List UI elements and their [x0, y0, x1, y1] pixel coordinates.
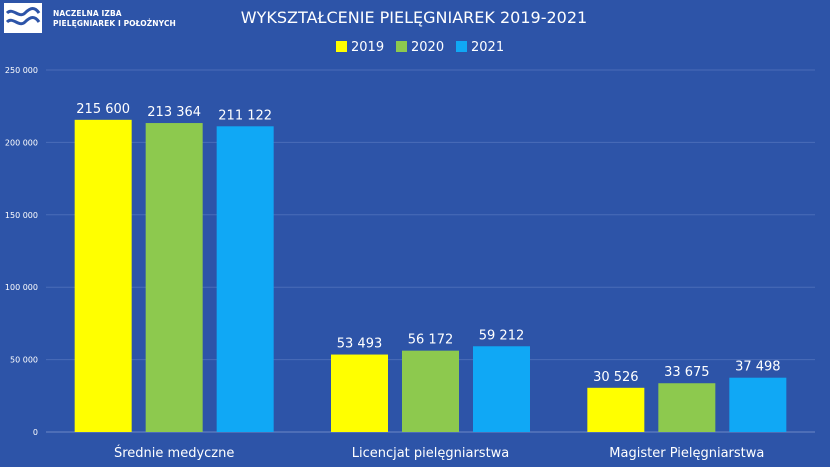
data-label-2020-2: 56 172	[408, 333, 454, 348]
data-label-2021-1: 211 122	[218, 108, 272, 123]
legend: 2019 2020 2021	[336, 40, 504, 55]
chart-title: WYKSZTAŁCENIE PIELĘGNIAREK 2019-2021	[241, 8, 587, 27]
category-label: Licencjat pielęgniarstwa	[352, 446, 510, 461]
legend-swatch-2020	[396, 41, 407, 52]
bar-2020-2	[402, 350, 459, 432]
data-label-2021-3: 37 498	[735, 360, 781, 375]
data-label-2021-2: 59 212	[479, 328, 525, 343]
y-tick-label: 250 000	[5, 66, 38, 75]
bar-2019-3	[587, 387, 645, 432]
bar-2021-3	[729, 377, 787, 432]
data-label-2019-2: 53 493	[337, 337, 383, 352]
logo: NACZELNA IZBA PIELĘGNIAREK I POŁOŻNYCH	[0, 0, 210, 40]
legend-label-2020: 2020	[411, 40, 444, 55]
y-tick-label: 150 000	[5, 211, 38, 220]
bar-2021-2	[473, 346, 530, 432]
bar-2019-2	[331, 354, 388, 432]
wave-logo-icon	[4, 3, 42, 33]
bar-2019-1	[74, 119, 132, 432]
y-tick-label: 50 000	[10, 356, 38, 365]
bar-2020-1	[145, 123, 203, 433]
organization-name-line-2: PIELĘGNIAREK I POŁOŻNYCH	[53, 19, 176, 28]
data-label-2019-3: 30 526	[593, 370, 639, 385]
category-label: Średnie medyczne	[114, 445, 234, 461]
y-axis-ticks: 0 50 000 100 000 150 000 200 000 250 000	[5, 66, 38, 437]
legend-swatch-2019	[336, 41, 347, 52]
bars	[74, 119, 787, 433]
data-label-2019-1: 215 600	[76, 102, 130, 117]
data-label-2020-3: 33 675	[664, 365, 710, 380]
legend-label-2021: 2021	[471, 40, 504, 55]
y-tick-label: 200 000	[5, 138, 38, 147]
y-tick-label: 0	[33, 428, 38, 437]
legend-swatch-2021	[456, 41, 467, 52]
bar-2020-3	[658, 383, 716, 432]
x-axis-categories: Średnie medyczne Licencjat pielęgniarstwa…	[114, 445, 764, 461]
y-tick-label: 100 000	[5, 283, 38, 292]
legend-label-2019: 2019	[351, 40, 384, 55]
organization-name-line-1: NACZELNA IZBA	[53, 9, 122, 18]
category-label: Magister Pielęgniarstwa	[609, 446, 764, 461]
data-labels: 215 600 213 364 211 122 53 493 56 172 59 212 3…	[76, 102, 780, 385]
organization-name: NACZELNA IZBA PIELĘGNIAREK I POŁOŻNYCH	[53, 9, 176, 29]
data-label-2020-1: 213 364	[147, 105, 201, 120]
bar-2021-1	[216, 126, 274, 432]
